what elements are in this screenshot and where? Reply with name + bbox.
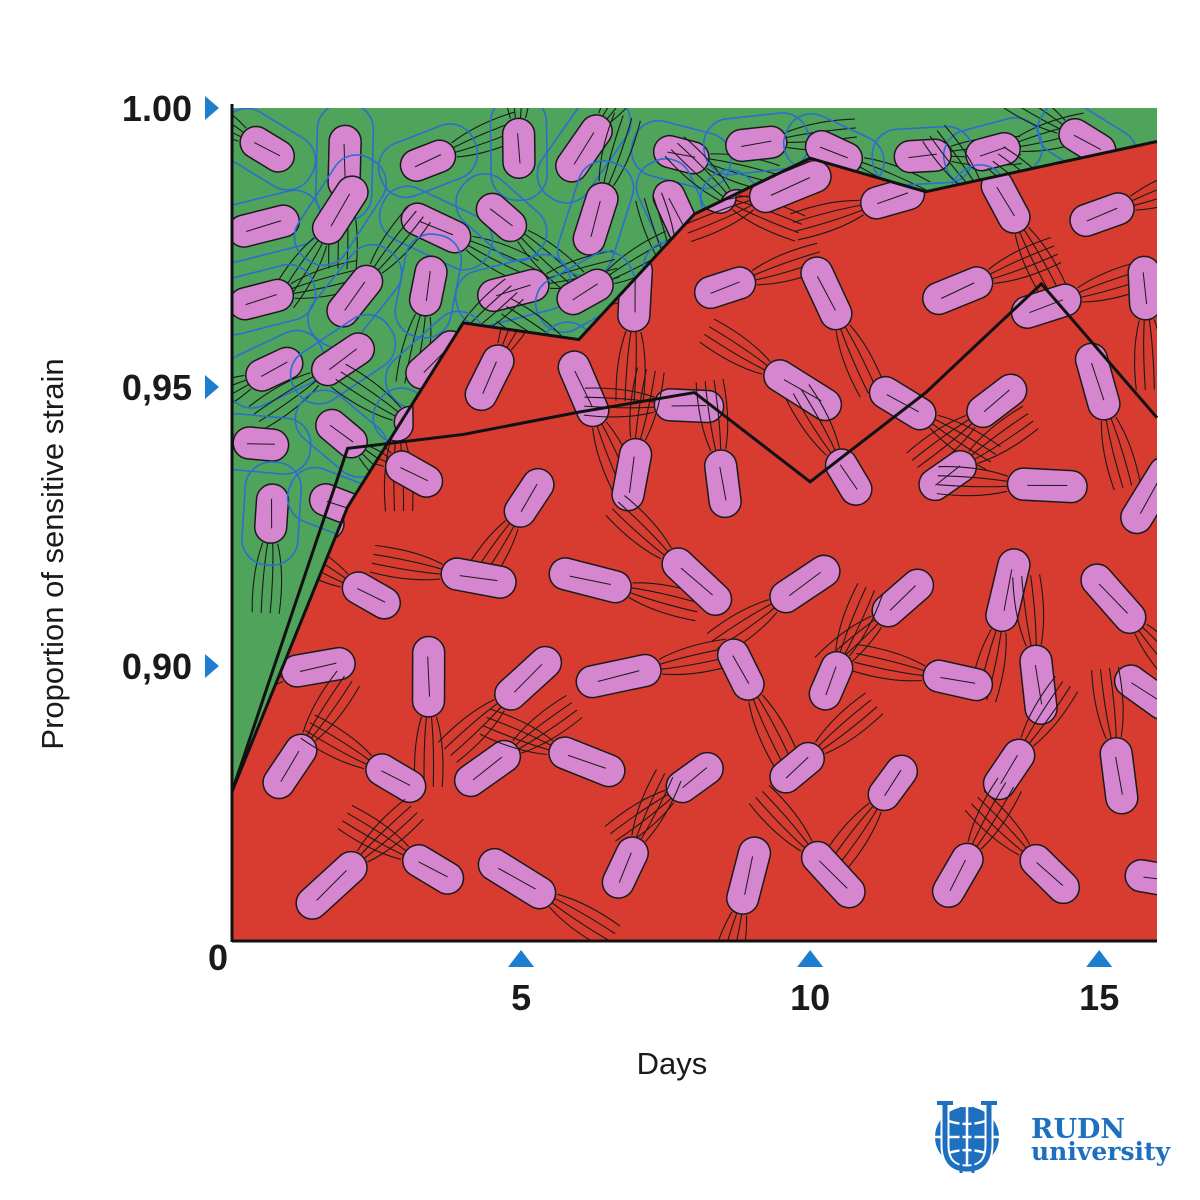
bacterium bbox=[241, 461, 303, 614]
bacterium bbox=[262, 670, 360, 800]
bacterium bbox=[377, 111, 525, 199]
bacterium bbox=[232, 413, 312, 475]
bacterium bbox=[852, 644, 994, 702]
bacterium bbox=[536, 108, 657, 204]
bacterium bbox=[575, 638, 732, 699]
bacterium bbox=[479, 708, 626, 788]
bacterium bbox=[1124, 859, 1157, 900]
rudn-logo: RUDN university bbox=[935, 1101, 1172, 1174]
logo-text-rudn: RUDN bbox=[1031, 1114, 1125, 1145]
bacterium bbox=[800, 256, 886, 398]
bacterium bbox=[1080, 563, 1157, 691]
y-tick-marker-icon bbox=[205, 375, 219, 399]
rudn-globe-icon bbox=[935, 1101, 999, 1174]
bacterium bbox=[982, 675, 1079, 801]
bacterium bbox=[702, 112, 858, 176]
bacterium bbox=[369, 544, 517, 599]
bacterium bbox=[548, 557, 703, 622]
bacterium bbox=[248, 313, 397, 430]
y-tick-marker-icon bbox=[205, 654, 219, 678]
bacterium bbox=[1012, 574, 1058, 725]
logo-text-university: university bbox=[1031, 1137, 1172, 1166]
bacterium bbox=[232, 108, 317, 191]
series-lines bbox=[230, 140, 1159, 793]
bacterium bbox=[394, 233, 463, 388]
bacterium bbox=[489, 108, 548, 202]
bacterium bbox=[601, 769, 682, 899]
bacterium bbox=[931, 777, 1022, 908]
bacterium bbox=[1127, 255, 1157, 391]
y-tick-label: 0,95 bbox=[122, 367, 192, 408]
bacterium bbox=[1069, 166, 1157, 238]
x-tick-label: 15 bbox=[1079, 977, 1119, 1018]
x-tick-marker-icon bbox=[508, 950, 535, 967]
bacterium bbox=[411, 635, 446, 787]
bacterium bbox=[922, 236, 1062, 316]
x-tick-label: 10 bbox=[790, 977, 830, 1018]
bacterium bbox=[808, 582, 884, 711]
bacterium bbox=[378, 185, 539, 286]
bacterium bbox=[706, 554, 841, 657]
x-axis-label: Days bbox=[637, 1046, 708, 1081]
bacterium bbox=[337, 804, 465, 895]
bacterium bbox=[605, 495, 733, 616]
bacterium bbox=[695, 378, 742, 519]
bacterium bbox=[556, 112, 641, 278]
y-axis-label: Proportion of sensitive strain bbox=[35, 358, 70, 749]
bacterium bbox=[295, 798, 424, 920]
bacterium bbox=[769, 692, 884, 794]
bacterium bbox=[438, 645, 563, 763]
bacterium bbox=[936, 466, 1088, 504]
y-tick-label: 1.00 bbox=[122, 88, 192, 129]
series-line-red-boundary bbox=[230, 140, 1158, 793]
x-tick-marker-icon bbox=[797, 950, 824, 967]
y-tick-label: 0,90 bbox=[122, 646, 192, 687]
bacterium bbox=[1091, 666, 1139, 815]
bacterium bbox=[1120, 456, 1157, 535]
y-tick-marker-icon bbox=[205, 96, 219, 120]
bacterium bbox=[785, 384, 873, 506]
series-line-black bbox=[230, 281, 1159, 793]
bacterium bbox=[964, 790, 1081, 905]
axes: 1.00 0,95 0,90 0 5 10 15 bbox=[122, 88, 1157, 1018]
bacterium bbox=[232, 329, 326, 425]
bacterium bbox=[604, 751, 724, 849]
bacterium bbox=[716, 638, 800, 768]
bacterium bbox=[611, 367, 665, 512]
red-area bbox=[232, 141, 1157, 941]
plot-area bbox=[232, 108, 1157, 941]
x-tick-label: 5 bbox=[511, 977, 531, 1018]
bacterium bbox=[300, 714, 427, 804]
bacterium bbox=[708, 836, 772, 941]
bacterium bbox=[477, 847, 621, 941]
bacterium bbox=[1113, 664, 1157, 721]
y-tick-label: 0 bbox=[208, 937, 228, 978]
bacterium bbox=[630, 119, 780, 193]
x-tick-marker-icon bbox=[1086, 950, 1113, 967]
